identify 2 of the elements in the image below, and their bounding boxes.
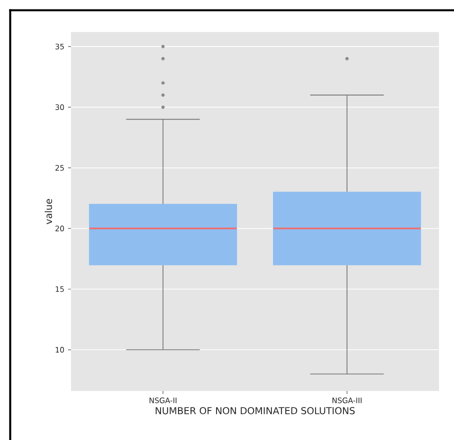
y-axis-title: value — [44, 199, 52, 224]
x-axis-title: NUMBER OF NON DOMINATED SOLUTIONS — [156, 407, 355, 414]
